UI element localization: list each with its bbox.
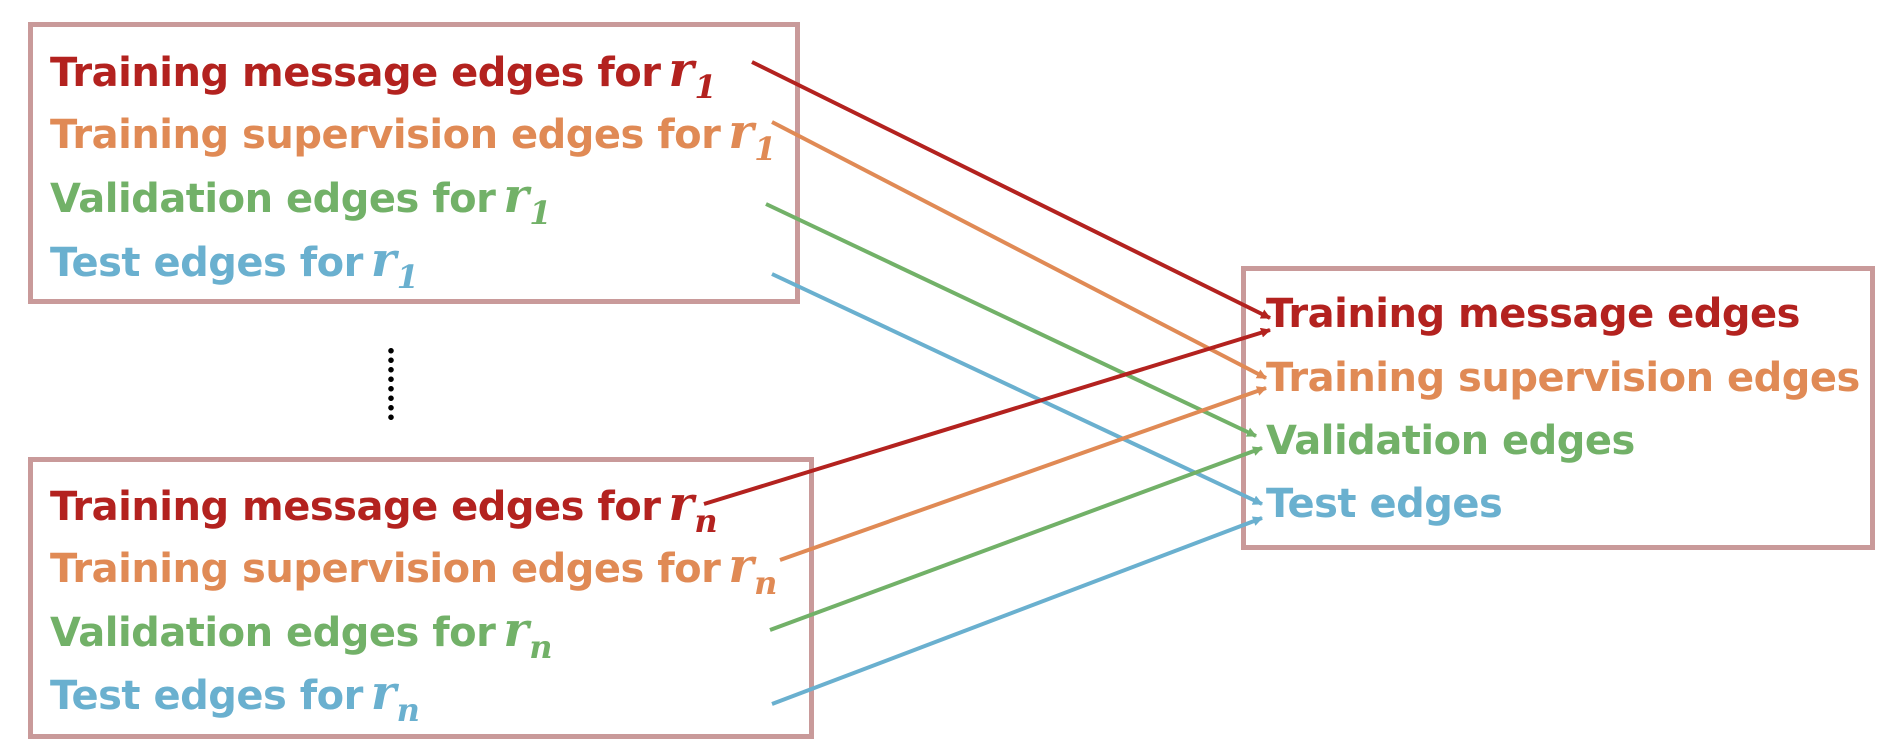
rn-relation-symbol: rn	[668, 476, 718, 540]
r1-test-arrow	[771, 272, 1263, 506]
rn-relation-symbol: rn	[728, 538, 777, 602]
rn-training-message-label: Training message edges for rn	[50, 476, 718, 540]
r1-validation-arrow	[765, 202, 1257, 438]
rn-supervision-arrow	[779, 386, 1267, 562]
r1-validation-label: Validation edges for r1	[50, 168, 551, 232]
r1-training-supervision-label: Training supervision edges for r1	[50, 104, 776, 168]
vertical-ellipsis-icon	[388, 346, 394, 422]
rn-test-arrow	[771, 516, 1263, 706]
r1-relation-symbol: r1	[370, 232, 419, 296]
relation-rn-edges-box	[28, 457, 814, 739]
relation-r1-edges-box	[28, 22, 800, 304]
r1-supervision-arrow	[771, 120, 1267, 380]
merged-test-label: Test edges	[1266, 481, 1503, 527]
merged-training-message-label: Training message edges	[1266, 291, 1800, 337]
r1-relation-symbol: r1	[668, 42, 717, 106]
rn-relation-symbol: rn	[370, 665, 420, 729]
r1-test-label: Test edges for r1	[50, 232, 419, 296]
rn-validation-label: Validation edges for rn	[50, 602, 552, 666]
merged-edges-box	[1241, 266, 1875, 550]
rn-validation-arrow	[769, 446, 1263, 632]
rn-training-supervision-label: Training supervision edges for rn	[50, 538, 777, 602]
merged-validation-label: Validation edges	[1266, 418, 1635, 464]
rn-message-arrow	[703, 327, 1271, 506]
r1-training-message-label: Training message edges for r1	[50, 42, 717, 106]
r1-relation-symbol: r1	[728, 104, 776, 168]
r1-message-arrow	[751, 60, 1271, 320]
r1-relation-symbol: r1	[503, 168, 551, 232]
rn-relation-symbol: rn	[503, 602, 552, 666]
rn-test-label: Test edges for rn	[50, 665, 420, 729]
merged-training-supervision-label: Training supervision edges	[1266, 355, 1860, 401]
